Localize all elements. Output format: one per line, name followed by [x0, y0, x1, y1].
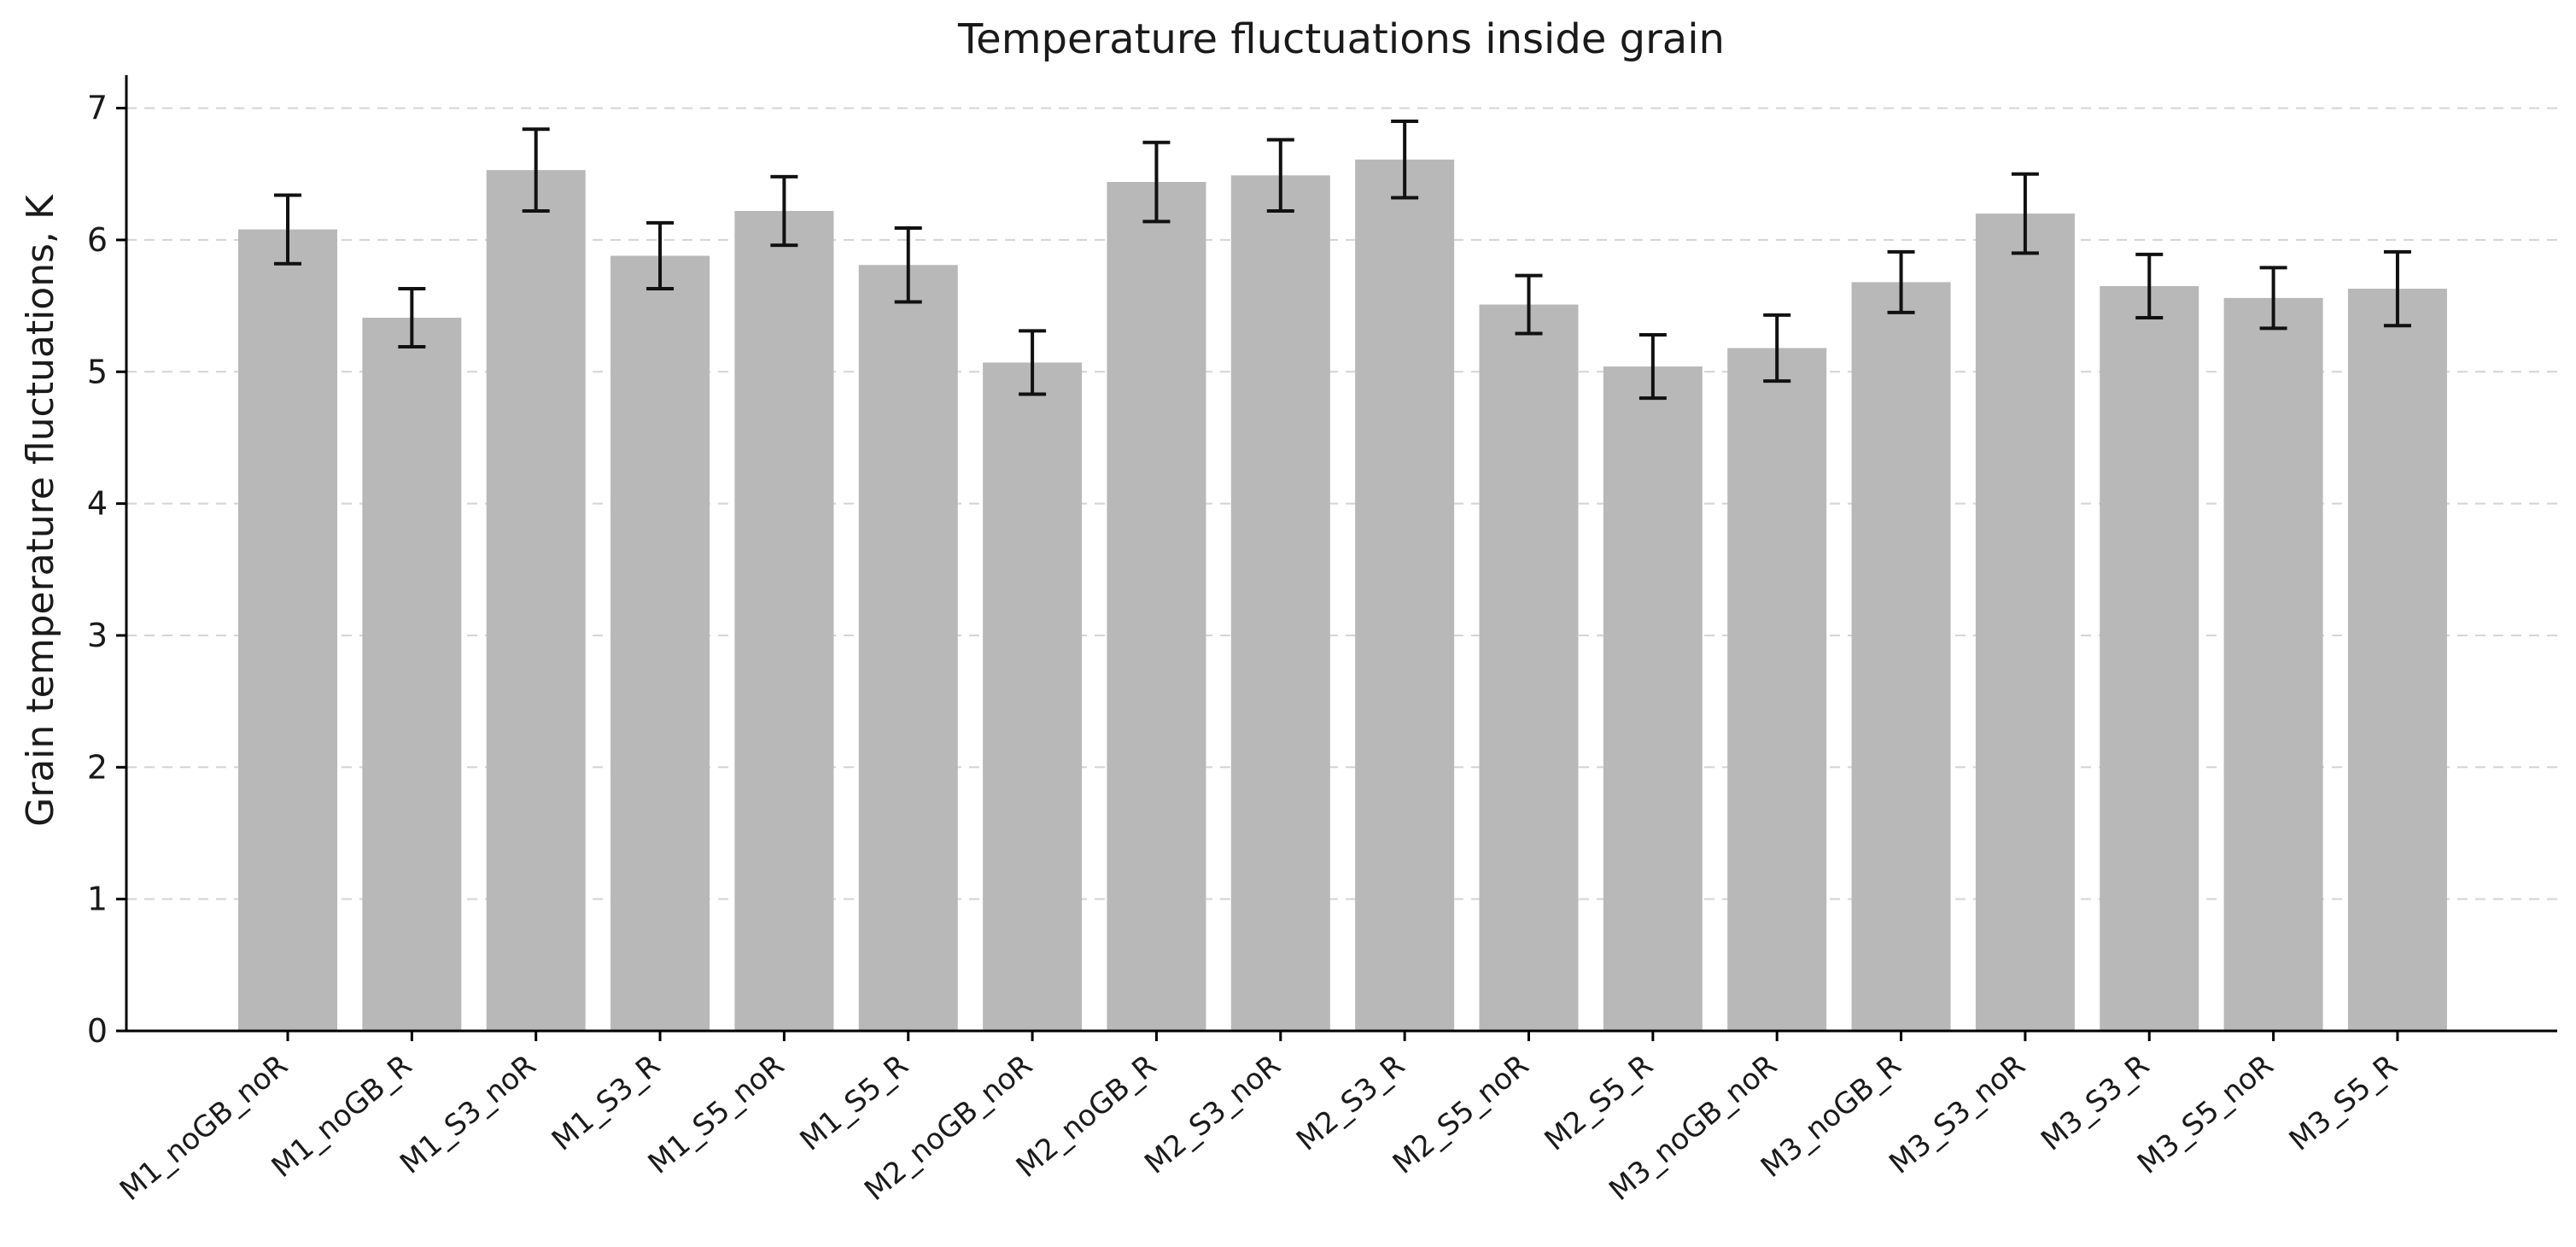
bars: [238, 159, 2447, 1032]
x-tick-label: M2_S3_noR: [1138, 1048, 1287, 1180]
x-tick-label: M2_S5_R: [1539, 1048, 1660, 1157]
x-tick-label: M1_S5_noR: [642, 1048, 791, 1180]
y-tick-label: 2: [87, 748, 108, 786]
x-tick-label: M2_S3_R: [1290, 1048, 1411, 1157]
bar: [610, 255, 710, 1032]
bar: [1727, 348, 1827, 1032]
chart-title: Temperature fluctuations inside grain: [957, 15, 1725, 63]
y-tick-label: 3: [87, 617, 108, 654]
y-tick-label: 0: [87, 1012, 108, 1050]
bar: [362, 317, 462, 1031]
y-tick-label: 1: [87, 881, 108, 918]
error-bar: [1763, 313, 1791, 383]
x-tick-label: M1_noGB_noR: [114, 1048, 295, 1208]
y-ticks: 0 1 2 3 4 5 6 7: [87, 90, 126, 1050]
bar: [2223, 297, 2323, 1031]
x-tick-label: M2_S5_noR: [1387, 1048, 1535, 1180]
error-bar: [1266, 138, 1294, 213]
bar: [1355, 159, 1455, 1031]
x-tick-label: M1_S3_R: [546, 1048, 667, 1157]
error-bars: [274, 120, 2411, 401]
y-tick-label: 5: [87, 353, 108, 390]
x-tick-label: M1_S5_R: [794, 1048, 915, 1157]
error-bar: [1019, 329, 1047, 396]
y-tick-label: 7: [87, 90, 108, 127]
bar: [734, 210, 834, 1032]
x-tick-label: M1_S3_noR: [394, 1048, 542, 1180]
bar: [1851, 282, 1951, 1031]
error-bar: [274, 193, 301, 266]
x-tick-label: M3_S5_R: [2283, 1048, 2404, 1157]
y-tick-label: 4: [87, 485, 108, 523]
error-bar: [894, 226, 922, 304]
error-bar: [2011, 172, 2039, 255]
error-bar: [522, 127, 550, 213]
error-bar: [770, 174, 798, 248]
error-bar: [1515, 273, 1543, 336]
axes: [125, 75, 2557, 1033]
y-axis-label: Grain temperature fluctuations, K: [19, 194, 62, 827]
bar: [983, 362, 1083, 1032]
error-bar: [2259, 266, 2287, 331]
bar: [1479, 304, 1579, 1031]
y-tick-label: 6: [87, 221, 108, 259]
bar: [858, 265, 958, 1031]
bar: [2100, 285, 2199, 1031]
bar: [1230, 175, 1330, 1031]
bar: [1107, 182, 1206, 1032]
error-bar: [1887, 249, 1915, 314]
error-bar: [646, 220, 675, 291]
error-bar: [2135, 252, 2164, 319]
error-bar: [1142, 140, 1171, 224]
error-bar: [2383, 249, 2411, 328]
bar: [2347, 289, 2447, 1031]
error-bar: [1391, 120, 1419, 200]
x-tick-label: M3_S3_noR: [1883, 1048, 2031, 1180]
bar: [1975, 214, 2075, 1031]
error-bar: [398, 287, 426, 348]
x-tick-label: M3_S5_noR: [2131, 1048, 2280, 1180]
x-tick-label: M3_S3_R: [2035, 1048, 2156, 1157]
bar: [238, 229, 337, 1031]
bar: [1603, 366, 1703, 1032]
error-bar: [1638, 333, 1667, 401]
bar: [486, 170, 586, 1031]
